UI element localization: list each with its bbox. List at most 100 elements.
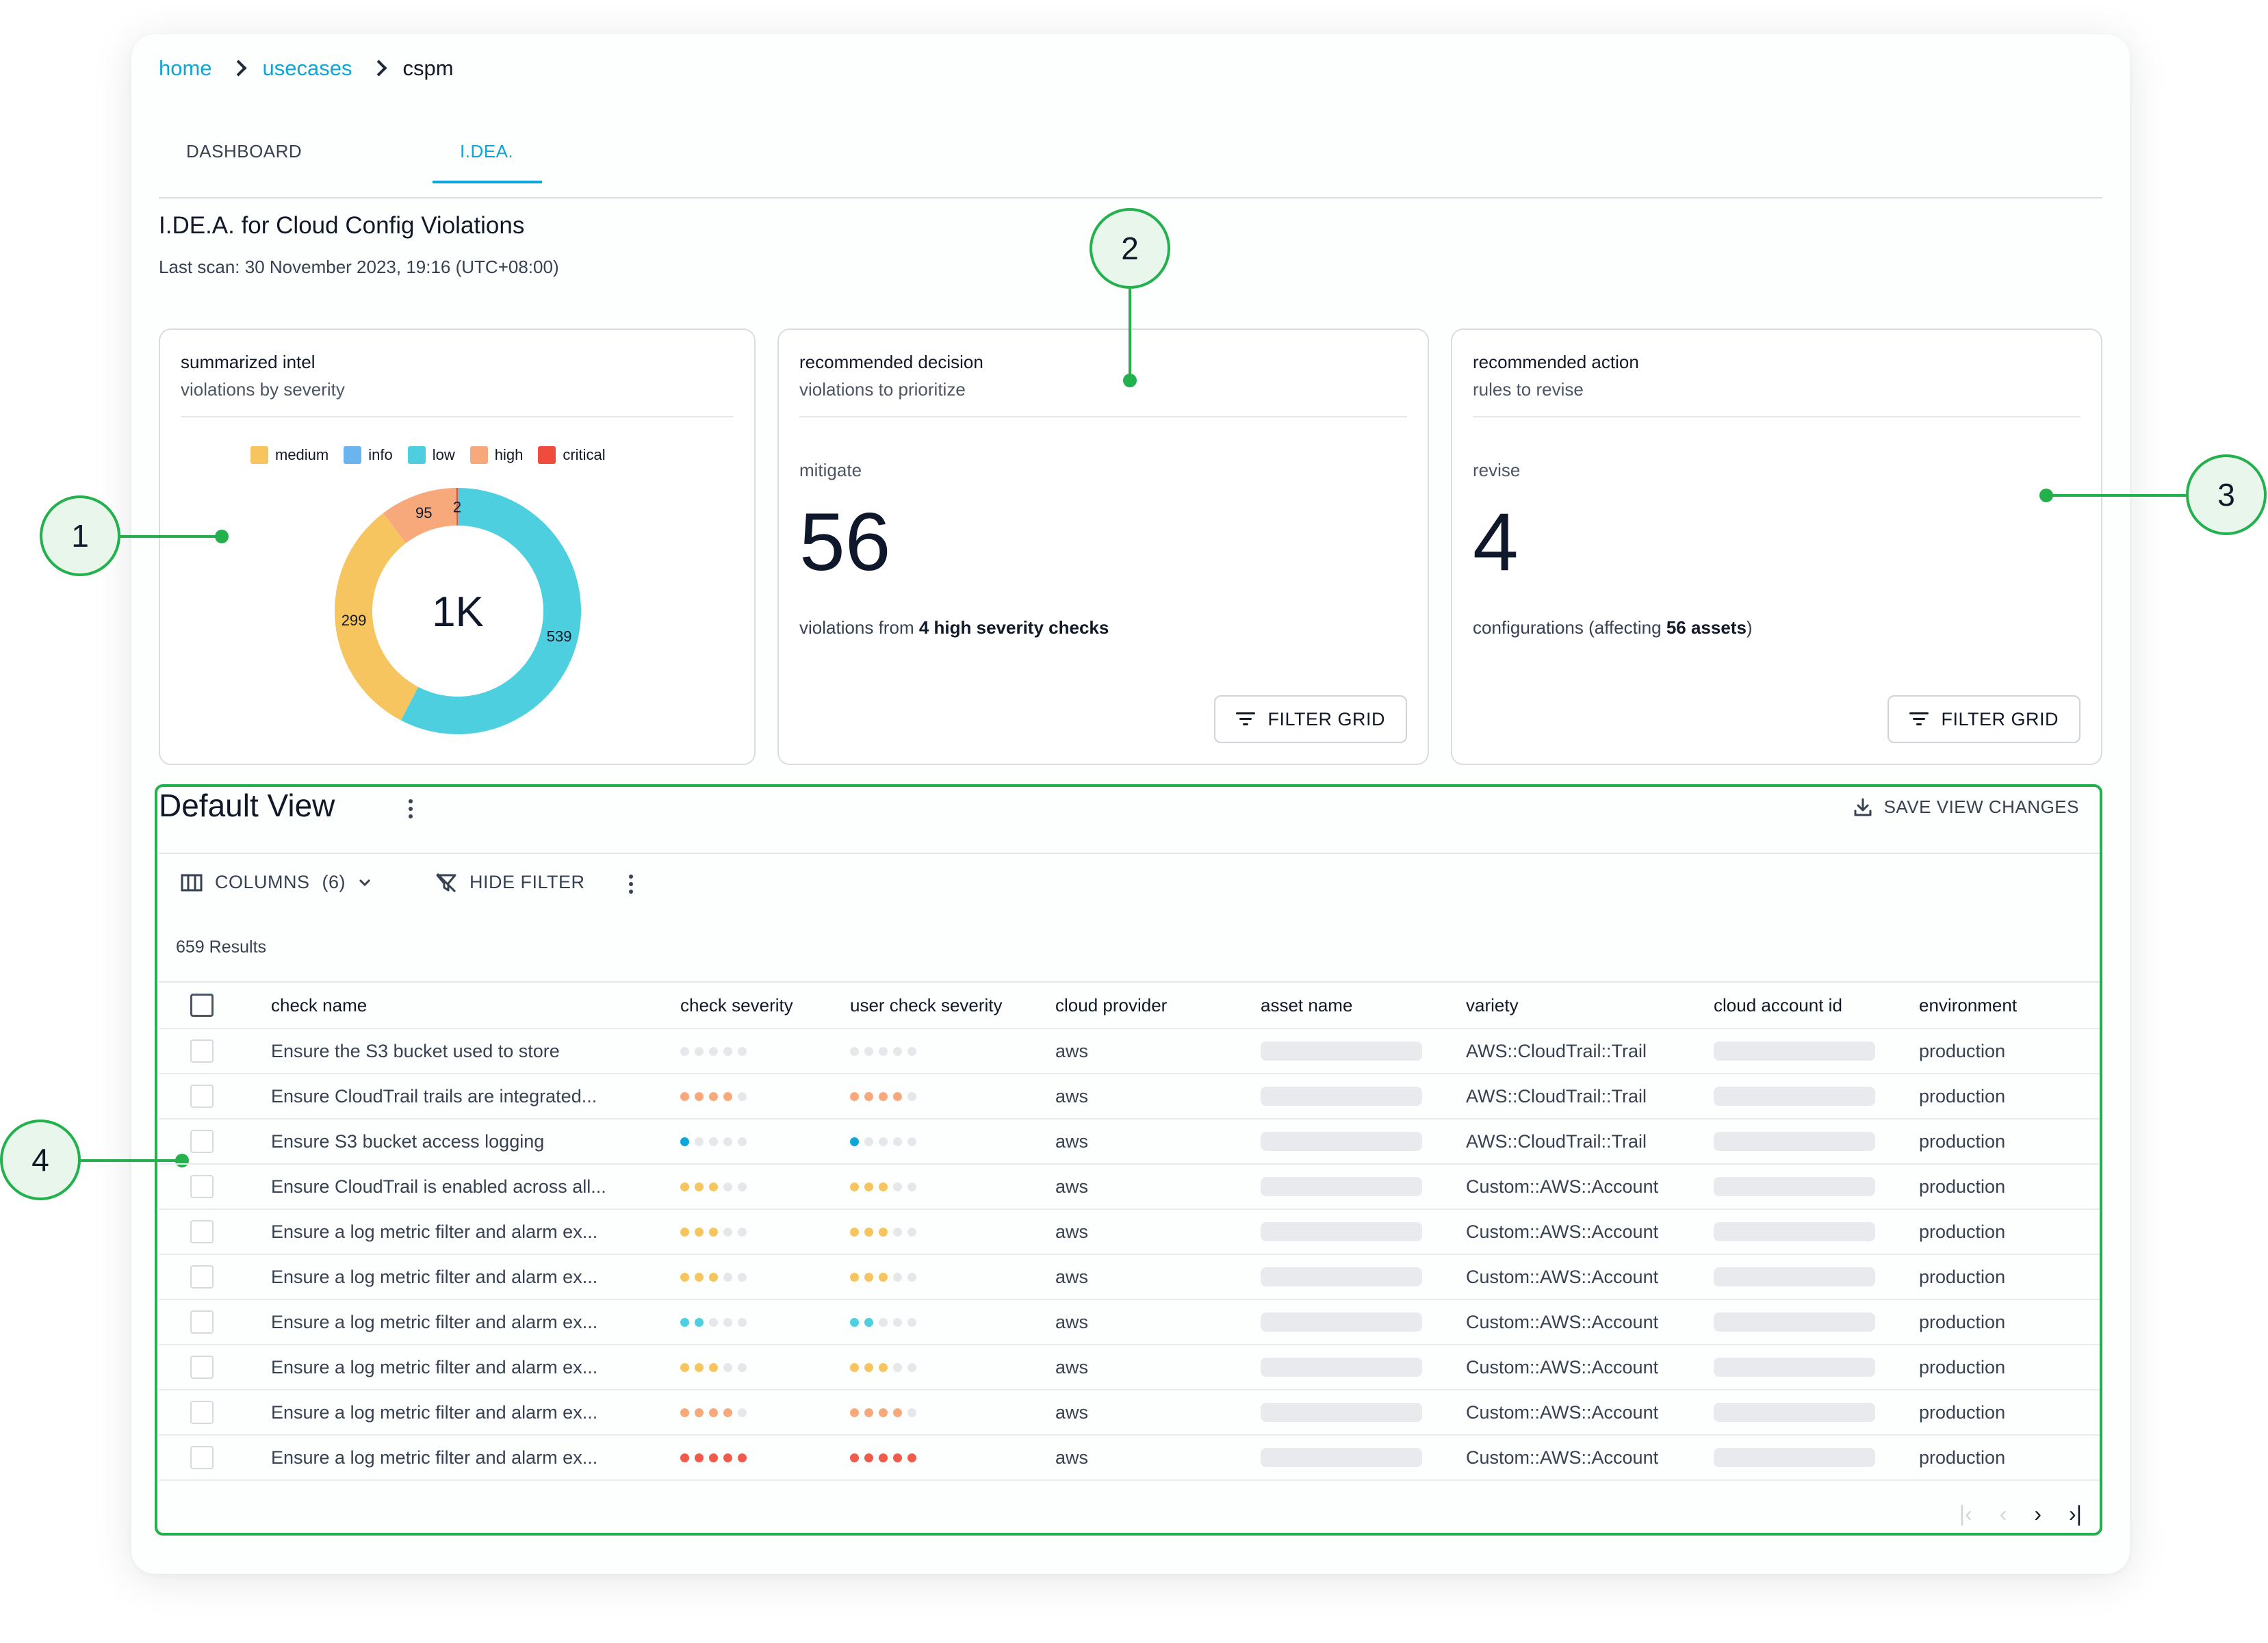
row-checkbox[interactable] (190, 1085, 214, 1108)
check-severity-cell (680, 1029, 747, 1073)
row-checkbox[interactable] (190, 1175, 214, 1198)
column-header-asset-name[interactable]: asset name (1261, 994, 1353, 1015)
column-header-cloud-account-id[interactable]: cloud account id (1714, 994, 1842, 1015)
cloud-account-id-cell (1714, 1255, 1875, 1299)
donut-data-label: 95 (415, 504, 432, 521)
severity-dot (709, 1272, 718, 1282)
severity-dot (709, 1362, 718, 1372)
severity-dot (907, 1362, 916, 1372)
row-checkbox-cell (190, 1210, 214, 1254)
row-checkbox-cell (190, 1300, 214, 1344)
legend-item[interactable]: high (469, 446, 524, 464)
table-row[interactable]: Ensure a log metric filter and alarm ex.… (159, 1255, 2100, 1300)
row-checkbox[interactable] (190, 1401, 214, 1424)
row-checkbox[interactable] (190, 1265, 214, 1289)
column-header-variety[interactable]: variety (1466, 994, 1519, 1015)
cloud-provider-cell: aws (1055, 1356, 1089, 1377)
column-header-environment[interactable]: environment (1919, 994, 2018, 1015)
table-row[interactable]: Ensure S3 bucket access logging aws AWS::C… (159, 1120, 2100, 1165)
severity-dot (709, 1182, 718, 1191)
table-row[interactable]: Ensure a log metric filter and alarm ex.… (159, 1345, 2100, 1390)
severity-dot (709, 1227, 718, 1237)
tab-dashboard[interactable]: DASHBOARD (186, 141, 302, 161)
severity-dot (850, 1046, 859, 1056)
decision-description: violations from 4 high severity checks (799, 617, 1109, 638)
breadcrumb-usecases-link[interactable]: usecases (262, 56, 352, 80)
toolbar-kebab-icon[interactable] (628, 875, 634, 895)
table-row[interactable]: Ensure a log metric filter and alarm ex.… (159, 1436, 2100, 1481)
table-row[interactable]: Ensure the S3 bucket used to store aws AWS… (159, 1029, 2100, 1074)
donut-slice-critical[interactable] (456, 488, 458, 526)
last-page-icon[interactable]: ›| (2069, 1501, 2082, 1526)
callout-1: 1 (40, 495, 120, 576)
column-header-cloud-provider[interactable]: cloud provider (1055, 994, 1168, 1015)
cloud-provider-cell: aws (1055, 1311, 1089, 1332)
decision-count: 56 (799, 496, 891, 588)
severity-dot (893, 1272, 902, 1282)
legend-item[interactable]: info (344, 446, 393, 464)
donut-slice-low[interactable] (400, 488, 581, 734)
cloud-account-id-cell (1714, 1120, 1875, 1163)
severity-dots (850, 1272, 916, 1282)
legend-label: high (494, 446, 524, 463)
severity-dot (864, 1137, 873, 1146)
check-name-cell: Ensure S3 bucket access logging (271, 1130, 545, 1152)
hide-filter-label: HIDE FILTER (469, 872, 585, 892)
download-icon (1854, 798, 1872, 816)
column-header-check-name[interactable]: check name (271, 994, 368, 1015)
column-header-check-severity[interactable]: check severity (680, 994, 793, 1015)
variety-cell: Custom::AWS::Account (1466, 1266, 1659, 1287)
severity-dot (879, 1453, 888, 1462)
row-checkbox[interactable] (190, 1220, 214, 1243)
donut-slice-high[interactable] (383, 488, 457, 543)
severity-dot (695, 1137, 704, 1146)
row-checkbox[interactable] (190, 1446, 214, 1469)
table-row[interactable]: Ensure a log metric filter and alarm ex.… (159, 1390, 2100, 1436)
filter-grid-button[interactable]: FILTER GRID (1887, 695, 2080, 743)
breadcrumb-home-link[interactable]: home (159, 56, 212, 80)
prev-page-icon[interactable]: ‹ (1999, 1501, 2007, 1526)
panel-subtitle: rules to revise (1473, 379, 1584, 400)
severity-dot (879, 1272, 888, 1282)
check-name-cell: Ensure the S3 bucket used to store (271, 1040, 560, 1061)
column-header-user-check-severity[interactable]: user check severity (850, 994, 1003, 1015)
legend-item[interactable]: critical (538, 446, 606, 464)
view-menu-kebab-icon[interactable] (408, 799, 413, 820)
table-row[interactable]: Ensure a log metric filter and alarm ex.… (159, 1210, 2100, 1255)
legend-item[interactable]: low (407, 446, 455, 464)
donut-slice-medium[interactable] (335, 513, 419, 721)
row-checkbox[interactable] (190, 1356, 214, 1379)
row-checkbox[interactable] (190, 1039, 214, 1063)
filter-grid-button[interactable]: FILTER GRID (1214, 695, 1407, 743)
variety-cell: Custom::AWS::Account (1466, 1401, 1659, 1423)
user-check-severity-cell (850, 1210, 916, 1254)
cloud-account-id-cell (1714, 1210, 1875, 1254)
severity-dot (695, 1408, 704, 1417)
first-page-icon[interactable]: |‹ (1959, 1501, 1972, 1526)
cloud-account-id-cell (1714, 1165, 1875, 1208)
columns-button[interactable]: COLUMNS (6) (181, 872, 372, 893)
table-row[interactable]: Ensure a log metric filter and alarm ex.… (159, 1300, 2100, 1345)
severity-dot (680, 1362, 689, 1372)
select-all-checkbox[interactable] (190, 994, 214, 1017)
table-row[interactable]: Ensure CloudTrail is enabled across all.… (159, 1165, 2100, 1210)
severity-dot (709, 1453, 718, 1462)
row-checkbox[interactable] (190, 1130, 214, 1153)
environment-cell: production (1919, 1176, 2006, 1197)
environment-cell: production (1919, 1401, 2006, 1423)
next-page-icon[interactable]: › (2034, 1501, 2042, 1526)
severity-dot (738, 1362, 747, 1372)
table-row[interactable]: Ensure CloudTrail trails are integrated.… (159, 1074, 2100, 1120)
page-title: I.DE.A. for Cloud Config Violations (159, 212, 525, 239)
check-name-cell: Ensure CloudTrail is enabled across all.… (271, 1176, 606, 1197)
severity-dot (695, 1227, 704, 1237)
severity-dots (680, 1046, 747, 1056)
legend-item[interactable]: medium (250, 446, 328, 464)
hide-filter-button[interactable]: HIDE FILTER (435, 872, 585, 893)
redacted-placeholder (1714, 1042, 1875, 1061)
asset-name-cell (1261, 1074, 1422, 1118)
tab-idea[interactable]: I.DEA. (460, 141, 514, 161)
row-checkbox[interactable] (190, 1310, 214, 1334)
save-view-changes-button[interactable]: SAVE VIEW CHANGES (1853, 797, 2079, 818)
severity-dot (723, 1272, 732, 1282)
